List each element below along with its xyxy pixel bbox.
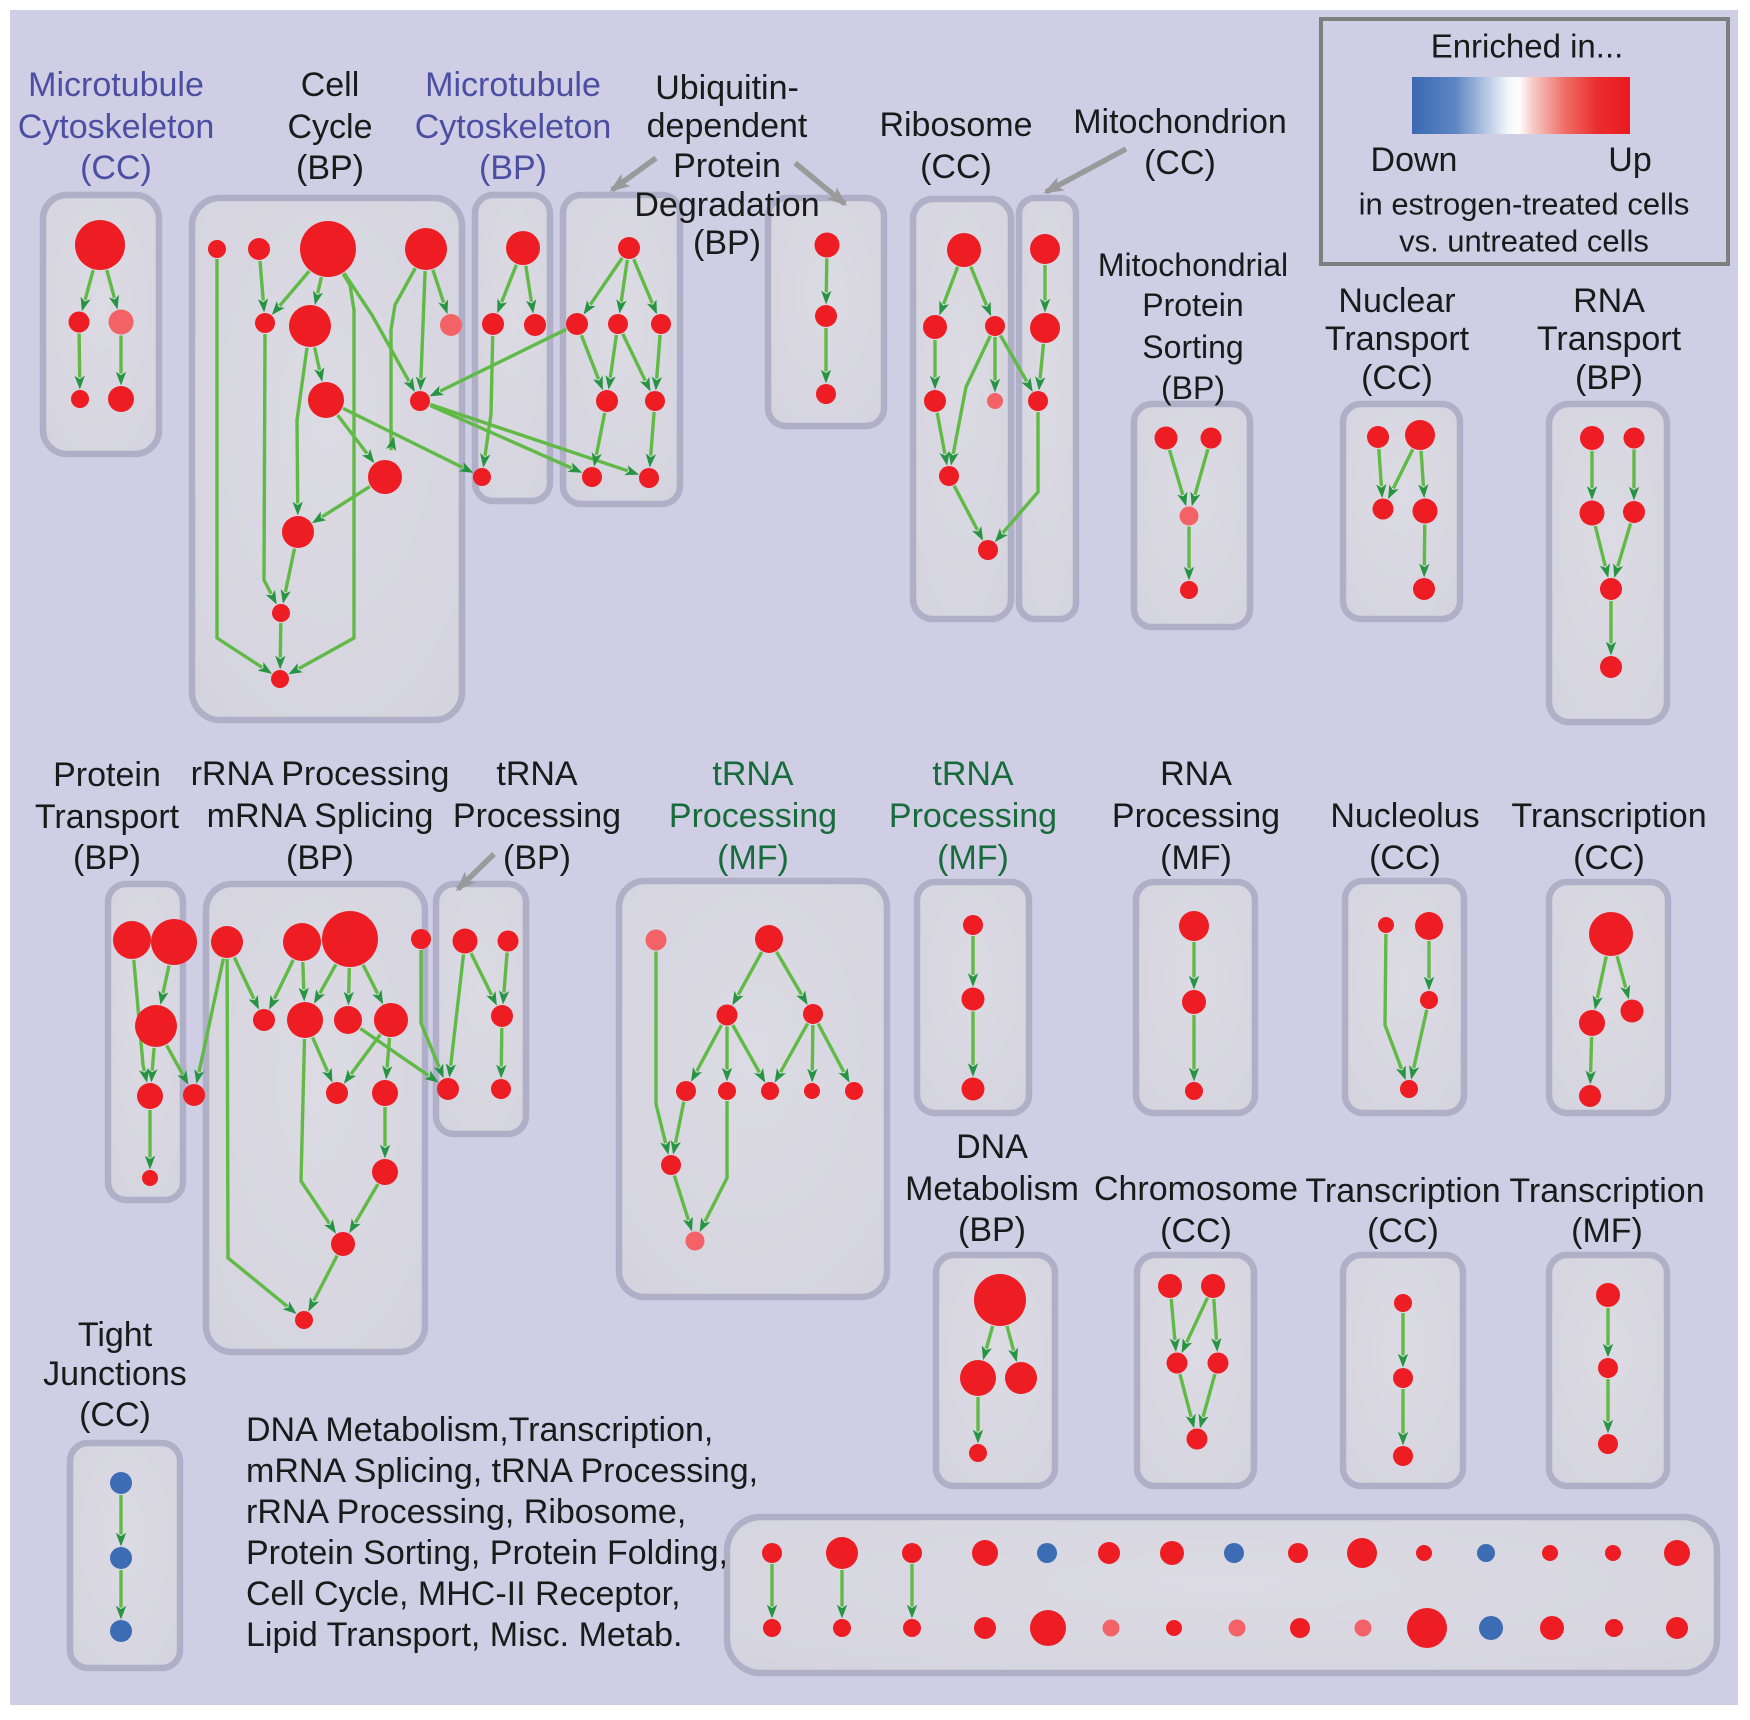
svg-text:(CC): (CC) [1369, 839, 1441, 877]
svg-text:Processing: Processing [453, 797, 621, 835]
svg-text:(BP): (BP) [1575, 359, 1643, 397]
svg-text:Processing: Processing [1112, 797, 1280, 835]
svg-text:Tight: Tight [78, 1316, 153, 1354]
svg-text:Transcription: Transcription [1305, 1172, 1500, 1210]
svg-text:(CC): (CC) [1144, 144, 1216, 182]
svg-text:Protein: Protein [53, 756, 161, 794]
svg-text:(CC): (CC) [80, 149, 152, 187]
svg-text:Up: Up [1608, 141, 1651, 179]
svg-text:Processing: Processing [669, 797, 837, 835]
svg-text:Transport: Transport [35, 798, 180, 836]
svg-text:Lipid Transport, Misc. Metab.: Lipid Transport, Misc. Metab. [246, 1616, 683, 1654]
svg-text:dependent: dependent [647, 107, 808, 145]
svg-text:Protein: Protein [1142, 287, 1243, 323]
svg-text:(BP): (BP) [1161, 370, 1225, 406]
svg-text:Cycle: Cycle [287, 108, 372, 146]
svg-text:Enriched in...: Enriched in... [1431, 28, 1624, 65]
svg-text:Cell: Cell [301, 66, 360, 104]
svg-text:Transcription: Transcription [1511, 797, 1706, 835]
svg-text:(MF): (MF) [1160, 839, 1232, 877]
svg-text:(BP): (BP) [73, 839, 141, 877]
svg-text:Down: Down [1371, 141, 1458, 179]
svg-text:(BP): (BP) [503, 839, 571, 877]
svg-text:Transport: Transport [1537, 320, 1682, 358]
svg-text:RNA: RNA [1160, 755, 1232, 793]
svg-text:Ubiquitin-: Ubiquitin- [655, 69, 799, 107]
svg-text:(MF): (MF) [1571, 1212, 1643, 1250]
svg-text:rRNA Processing, Ribosome,: rRNA Processing, Ribosome, [246, 1493, 686, 1531]
svg-text:Transport: Transport [1325, 320, 1470, 358]
svg-text:(BP): (BP) [286, 839, 354, 877]
svg-text:(BP): (BP) [296, 149, 364, 187]
svg-text:Nuclear: Nuclear [1338, 282, 1455, 320]
svg-text:RNA: RNA [1573, 282, 1645, 320]
svg-text:(CC): (CC) [79, 1396, 151, 1434]
svg-text:DNA: DNA [956, 1128, 1028, 1166]
svg-text:tRNA: tRNA [932, 755, 1014, 793]
svg-text:Transcription: Transcription [1509, 1172, 1704, 1210]
svg-text:Cell Cycle, MHC-II Receptor,: Cell Cycle, MHC-II Receptor, [246, 1575, 681, 1613]
svg-text:Mitochondrial: Mitochondrial [1098, 247, 1288, 283]
svg-text:Degradation: Degradation [634, 186, 819, 224]
svg-text:(CC): (CC) [1367, 1212, 1439, 1250]
svg-text:Protein Sorting, Protein Foldi: Protein Sorting, Protein Folding, [246, 1534, 728, 1572]
svg-text:(BP): (BP) [693, 224, 761, 262]
svg-text:DNA Metabolism,Transcription,: DNA Metabolism,Transcription, [246, 1411, 713, 1449]
svg-text:mRNA Splicing, tRNA Processing: mRNA Splicing, tRNA Processing, [246, 1452, 758, 1490]
svg-text:Microtubule: Microtubule [425, 66, 601, 104]
svg-text:(CC): (CC) [1160, 1212, 1232, 1250]
svg-text:(CC): (CC) [1573, 839, 1645, 877]
svg-text:Cytoskeleton: Cytoskeleton [18, 108, 215, 146]
svg-text:Sorting: Sorting [1142, 329, 1243, 365]
svg-text:(CC): (CC) [920, 148, 992, 186]
svg-text:tRNA: tRNA [496, 755, 578, 793]
svg-text:vs. untreated cells: vs. untreated cells [1399, 224, 1649, 259]
svg-text:Processing: Processing [889, 797, 1057, 835]
svg-text:(MF): (MF) [717, 839, 789, 877]
svg-text:Protein: Protein [673, 147, 781, 185]
svg-text:in estrogen-treated cells: in estrogen-treated cells [1359, 187, 1690, 222]
svg-text:rRNA Processing: rRNA Processing [191, 755, 450, 793]
svg-text:Chromosome: Chromosome [1094, 1170, 1298, 1208]
svg-text:Junctions: Junctions [43, 1355, 187, 1393]
svg-text:Nucleolus: Nucleolus [1330, 797, 1479, 835]
svg-text:Metabolism: Metabolism [905, 1170, 1079, 1208]
svg-text:(MF): (MF) [937, 839, 1009, 877]
svg-text:(BP): (BP) [958, 1211, 1026, 1249]
svg-text:Mitochondrion: Mitochondrion [1073, 103, 1287, 141]
svg-text:Cytoskeleton: Cytoskeleton [415, 108, 612, 146]
svg-text:(BP): (BP) [479, 149, 547, 187]
svg-text:tRNA: tRNA [712, 755, 794, 793]
svg-text:mRNA Splicing: mRNA Splicing [207, 797, 434, 835]
svg-text:Ribosome: Ribosome [879, 106, 1032, 144]
svg-text:(CC): (CC) [1361, 359, 1433, 397]
svg-text:Microtubule: Microtubule [28, 66, 204, 104]
